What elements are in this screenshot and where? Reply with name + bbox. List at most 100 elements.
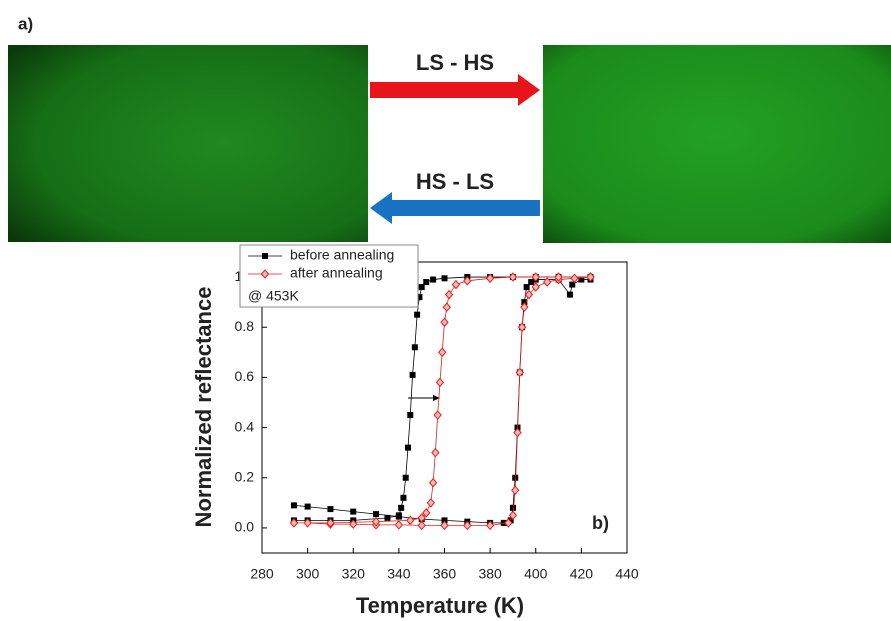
marker: [566, 291, 573, 298]
arrow-label: LS - HS: [416, 50, 494, 75]
x-tick-label: 360: [433, 566, 457, 582]
shift-arrow-head: [433, 395, 440, 401]
x-tick-label: 300: [296, 566, 320, 582]
marker: [440, 520, 449, 531]
marker: [554, 272, 563, 282]
marker: [511, 485, 520, 496]
marker: [402, 474, 409, 481]
marker: [517, 322, 527, 332]
x-tick-label: 280: [250, 566, 274, 582]
marker: [398, 504, 405, 511]
marker: [405, 444, 411, 451]
marker: [504, 518, 513, 528]
marker: [349, 519, 358, 529]
y-axis-label: Normalized reflectance: [191, 287, 216, 528]
marker: [423, 279, 430, 286]
y-tick-label: 0.4: [235, 418, 255, 434]
red-arrow: [370, 74, 540, 106]
marker: [290, 502, 297, 509]
marker: [373, 511, 380, 518]
marker: [512, 474, 519, 481]
marker: [542, 277, 552, 287]
marker: [400, 494, 407, 501]
marker: [509, 504, 516, 511]
marker: [371, 516, 381, 527]
panel-label: a): [18, 14, 33, 33]
marker: [414, 311, 421, 318]
marker: [508, 272, 518, 282]
legend-label: after annealing: [290, 265, 383, 281]
marker: [531, 282, 540, 292]
marker: [528, 279, 535, 286]
marker: [521, 299, 528, 306]
x-tick-label: 440: [615, 566, 639, 582]
marker: [304, 503, 311, 510]
marker: [428, 477, 438, 488]
y-tick-label: 0.2: [235, 468, 255, 484]
marker: [441, 275, 448, 282]
marker: [409, 371, 416, 378]
marker: [523, 284, 530, 291]
marker: [435, 377, 445, 388]
marker: [520, 302, 529, 312]
legend-marker: [262, 253, 268, 259]
x-tick-label: 320: [342, 566, 366, 582]
legend-box: [239, 244, 419, 308]
marker: [407, 412, 414, 419]
y-tick-label: 0.8: [235, 318, 255, 334]
green-image-hs: [543, 45, 891, 243]
marker: [406, 515, 415, 526]
marker: [513, 427, 522, 438]
panel-label: b): [592, 513, 609, 533]
marker: [438, 347, 447, 358]
marker: [395, 512, 402, 519]
marker: [485, 273, 495, 284]
y-tick-label: 0.0: [235, 519, 255, 535]
marker: [515, 367, 524, 378]
y-tick-label: 0.6: [235, 368, 255, 384]
series-line: [293, 276, 591, 524]
marker: [463, 520, 472, 531]
marker: [426, 498, 435, 508]
series-line: [293, 276, 591, 526]
marker: [444, 289, 454, 300]
marker: [586, 272, 595, 282]
legend-label: before annealing: [290, 247, 394, 263]
marker: [442, 302, 451, 312]
marker: [326, 518, 335, 528]
marker: [384, 514, 391, 521]
marker: [441, 517, 448, 524]
marker: [350, 508, 357, 515]
marker: [508, 510, 518, 521]
blue-arrow: [370, 192, 540, 224]
x-tick-label: 400: [524, 566, 548, 582]
marker: [485, 520, 495, 531]
marker: [416, 294, 423, 301]
marker: [433, 410, 442, 420]
marker: [570, 273, 579, 284]
marker: [524, 289, 534, 300]
marker: [417, 520, 426, 531]
marker: [431, 447, 440, 458]
marker: [531, 272, 540, 282]
marker: [417, 513, 426, 523]
marker: [440, 317, 449, 327]
marker: [289, 518, 299, 528]
marker: [411, 344, 418, 351]
x-axis-label: Temperature (K): [356, 593, 524, 618]
marker: [569, 281, 576, 288]
arrow-label: HS - LS: [416, 169, 494, 194]
marker: [500, 519, 507, 526]
marker: [507, 517, 514, 524]
x-tick-label: 340: [387, 566, 411, 582]
legend: @ 453K before annealing after annealing: [239, 244, 419, 308]
legend-marker: [260, 269, 270, 279]
marker: [422, 508, 431, 518]
marker: [463, 276, 472, 286]
marker: [394, 520, 404, 530]
x-tick-label: 380: [478, 566, 502, 582]
marker: [578, 276, 585, 283]
marker: [418, 284, 425, 291]
